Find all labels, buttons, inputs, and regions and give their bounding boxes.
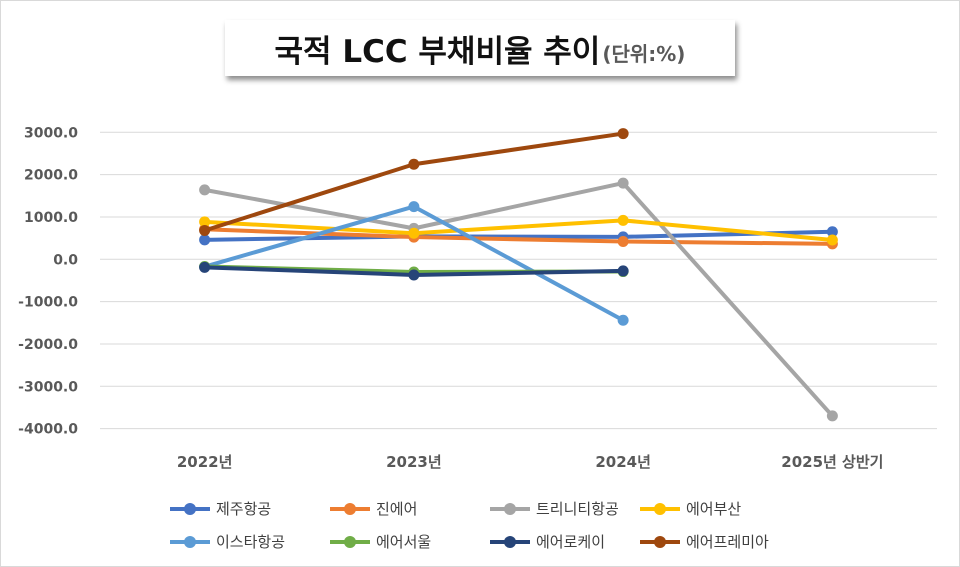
y-tick-label: 0.0	[53, 252, 78, 268]
data-point	[408, 227, 420, 239]
y-tick-label: -4000.0	[18, 422, 78, 438]
data-point	[199, 234, 211, 246]
data-point	[408, 201, 420, 213]
data-point	[408, 158, 420, 170]
legend-item: 트리니티항공	[490, 498, 619, 519]
legend-label: 에어프레미아	[686, 533, 769, 551]
data-point	[617, 265, 629, 277]
legend-marker	[330, 502, 370, 515]
legend-item: 제주항공	[170, 498, 271, 519]
x-tick-label: 2023년	[386, 453, 442, 471]
chart-subtitle: (단위:%)	[602, 41, 686, 66]
y-tick-label: 3000.0	[24, 125, 78, 141]
legend-label: 이스타항공	[216, 533, 286, 551]
series-line	[204, 218, 833, 243]
data-point	[199, 261, 211, 273]
legend-marker	[640, 502, 680, 515]
legend-label: 에어로케이	[536, 533, 606, 551]
data-point	[408, 269, 420, 281]
y-tick-label: 2000.0	[24, 168, 78, 184]
y-tick-label: -3000.0	[18, 379, 78, 395]
series-line	[204, 227, 833, 246]
legend-marker	[170, 502, 210, 515]
data-point	[199, 225, 211, 237]
data-point	[617, 177, 629, 189]
legend-label: 제주항공	[216, 500, 272, 518]
data-point	[617, 214, 629, 226]
legend-marker	[490, 502, 530, 515]
legend-marker	[330, 535, 370, 548]
data-point	[617, 128, 629, 140]
data-point	[199, 216, 211, 228]
chart-title-box: 국적 LCC 부채비율 추이 (단위:%)	[225, 20, 735, 76]
data-point	[199, 184, 211, 196]
legend-label: 트리니티항공	[536, 500, 619, 518]
data-point	[826, 234, 838, 246]
x-tick-label: 2024년	[595, 453, 651, 471]
x-tick-label: 2025년 상반기	[781, 453, 883, 471]
data-point	[617, 314, 629, 326]
legend-marker	[490, 535, 530, 548]
data-point	[826, 226, 838, 238]
y-tick-label: 1000.0	[24, 210, 78, 226]
legend-item: 에어로케이	[490, 531, 605, 552]
data-point	[826, 410, 838, 422]
y-tick-label: -2000.0	[18, 337, 78, 353]
legend-item: 이스타항공	[170, 531, 285, 552]
y-tick-label: -1000.0	[18, 295, 78, 311]
data-point	[617, 236, 629, 248]
x-tick-label: 2022년	[177, 453, 233, 471]
legend-marker	[170, 535, 210, 548]
legend-item: 에어서울	[330, 531, 431, 552]
legend-item: 진에어	[330, 498, 417, 519]
series-line	[204, 181, 834, 418]
legend-label: 진에어	[376, 500, 418, 518]
legend-label: 에어서울	[376, 533, 432, 551]
series-line	[204, 131, 624, 233]
legend-item: 에어부산	[640, 498, 741, 519]
legend-label: 에어부산	[686, 500, 742, 518]
legend-marker	[640, 535, 680, 548]
legend-item: 에어프레미아	[640, 531, 769, 552]
chart-title: 국적 LCC 부채비율 추이	[274, 33, 601, 70]
